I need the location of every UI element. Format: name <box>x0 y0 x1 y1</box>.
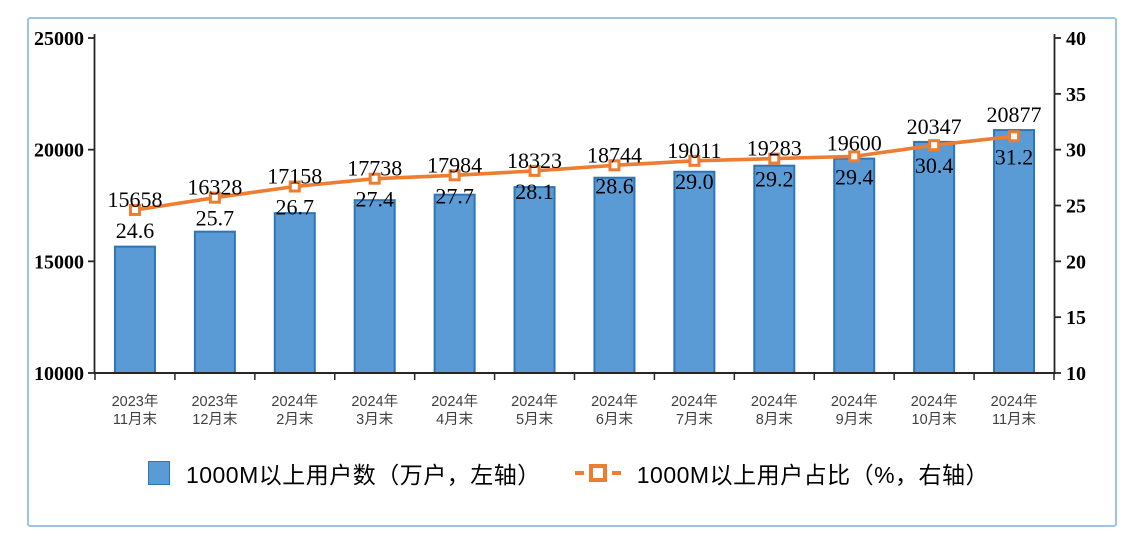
y-axis-left-label: 15000 <box>34 251 84 273</box>
line-point-marker <box>688 154 701 167</box>
line-percent-label: 27.4 <box>355 187 394 212</box>
bar <box>433 193 476 374</box>
y-axis-right-label: 20 <box>1066 251 1086 273</box>
x-axis-label: 2024年 6月末 <box>591 393 638 428</box>
x-axis-label: 2024年 8月末 <box>751 393 798 428</box>
bar <box>593 176 636 374</box>
bar-value-label: 20347 <box>907 114 962 139</box>
line-percent-label: 25.7 <box>196 206 235 231</box>
x-axis-label: 2024年 2月末 <box>271 393 318 428</box>
x-axis-label: 2024年 9月末 <box>831 393 878 428</box>
x-axis-label: 2023年 11月末 <box>112 393 159 428</box>
y-axis-right-label: 15 <box>1066 307 1086 329</box>
line-percent-label: 29.4 <box>835 164 874 189</box>
x-axis-label: 2024年 4月末 <box>431 393 478 428</box>
y-axis-left-label: 10000 <box>34 363 84 385</box>
bar <box>273 212 316 374</box>
bar <box>113 245 156 374</box>
bar <box>753 164 796 374</box>
line-point-marker <box>1008 130 1021 143</box>
x-axis-label: 2024年 11月末 <box>991 393 1038 428</box>
x-axis-label: 2024年 5月末 <box>511 393 558 428</box>
bar <box>193 230 236 374</box>
bar-value-label: 17158 <box>267 164 322 189</box>
y-axis-right-label: 30 <box>1066 140 1086 162</box>
line-percent-label: 27.7 <box>435 183 474 208</box>
bar-value-label: 15658 <box>107 187 162 212</box>
line-point-marker <box>208 191 221 204</box>
bar <box>513 186 556 374</box>
y-axis-right-label: 35 <box>1066 84 1086 106</box>
line-point-marker <box>128 203 141 216</box>
line-percent-label: 28.6 <box>595 173 634 198</box>
line-point-marker <box>368 172 381 185</box>
legend: 1000M以上用户数（万户，左轴） 1000M以上用户占比（%，右轴） <box>0 452 1137 494</box>
legend-bar-label: 1000M以上用户数（万户，左轴） <box>185 462 541 488</box>
bar-value-label: 19283 <box>747 136 802 161</box>
bar <box>913 140 956 374</box>
x-axis-label: 2023年 12月末 <box>191 393 238 428</box>
bar-value-label: 16328 <box>187 175 242 200</box>
line-percent-label: 31.2 <box>995 144 1034 169</box>
legend-line-marker-icon <box>574 464 627 482</box>
y-axis-right-label: 25 <box>1066 196 1086 218</box>
line-point-marker <box>608 159 621 172</box>
line-percent-label: 26.7 <box>276 195 315 220</box>
bar <box>353 199 396 374</box>
line-percent-label: 24.6 <box>116 218 155 243</box>
dash-square-dash-icon <box>574 464 621 482</box>
y-axis-right-label: 10 <box>1066 363 1086 385</box>
legend-line-label: 1000M以上用户占比（%，右轴） <box>636 462 990 488</box>
line-point-marker <box>768 152 781 165</box>
bar <box>833 157 876 374</box>
line-percent-label: 28.1 <box>515 179 554 204</box>
line-point-marker <box>448 169 461 182</box>
x-axis-label: 2024年 7月末 <box>671 393 718 428</box>
bar-value-label: 18323 <box>507 148 562 173</box>
legend-bar-swatch-icon <box>147 461 170 485</box>
y-axis-right-label: 40 <box>1066 28 1086 50</box>
line-point-marker <box>928 139 941 152</box>
line-point-marker <box>528 164 541 177</box>
line-percent-label: 30.4 <box>915 153 954 178</box>
bar-value-label: 17984 <box>427 152 482 177</box>
bar-value-label: 19011 <box>667 138 721 163</box>
bar <box>673 170 716 374</box>
bar-value-label: 19600 <box>827 131 882 156</box>
x-axis-label: 2024年 3月末 <box>351 393 398 428</box>
line-percent-label: 29.2 <box>755 167 794 192</box>
bar-value-label: 17738 <box>347 156 402 181</box>
y-axis-left-label: 20000 <box>34 140 84 162</box>
bar-value-label: 18744 <box>587 142 642 167</box>
line-point-marker <box>288 180 301 193</box>
bar-value-label: 20877 <box>987 102 1042 127</box>
x-axis-label: 2024年 10月末 <box>911 393 958 428</box>
line-percent-label: 29.0 <box>675 169 714 194</box>
line-series <box>133 134 1016 212</box>
line-point-marker <box>848 150 861 163</box>
y-axis-left-label: 25000 <box>34 28 84 50</box>
